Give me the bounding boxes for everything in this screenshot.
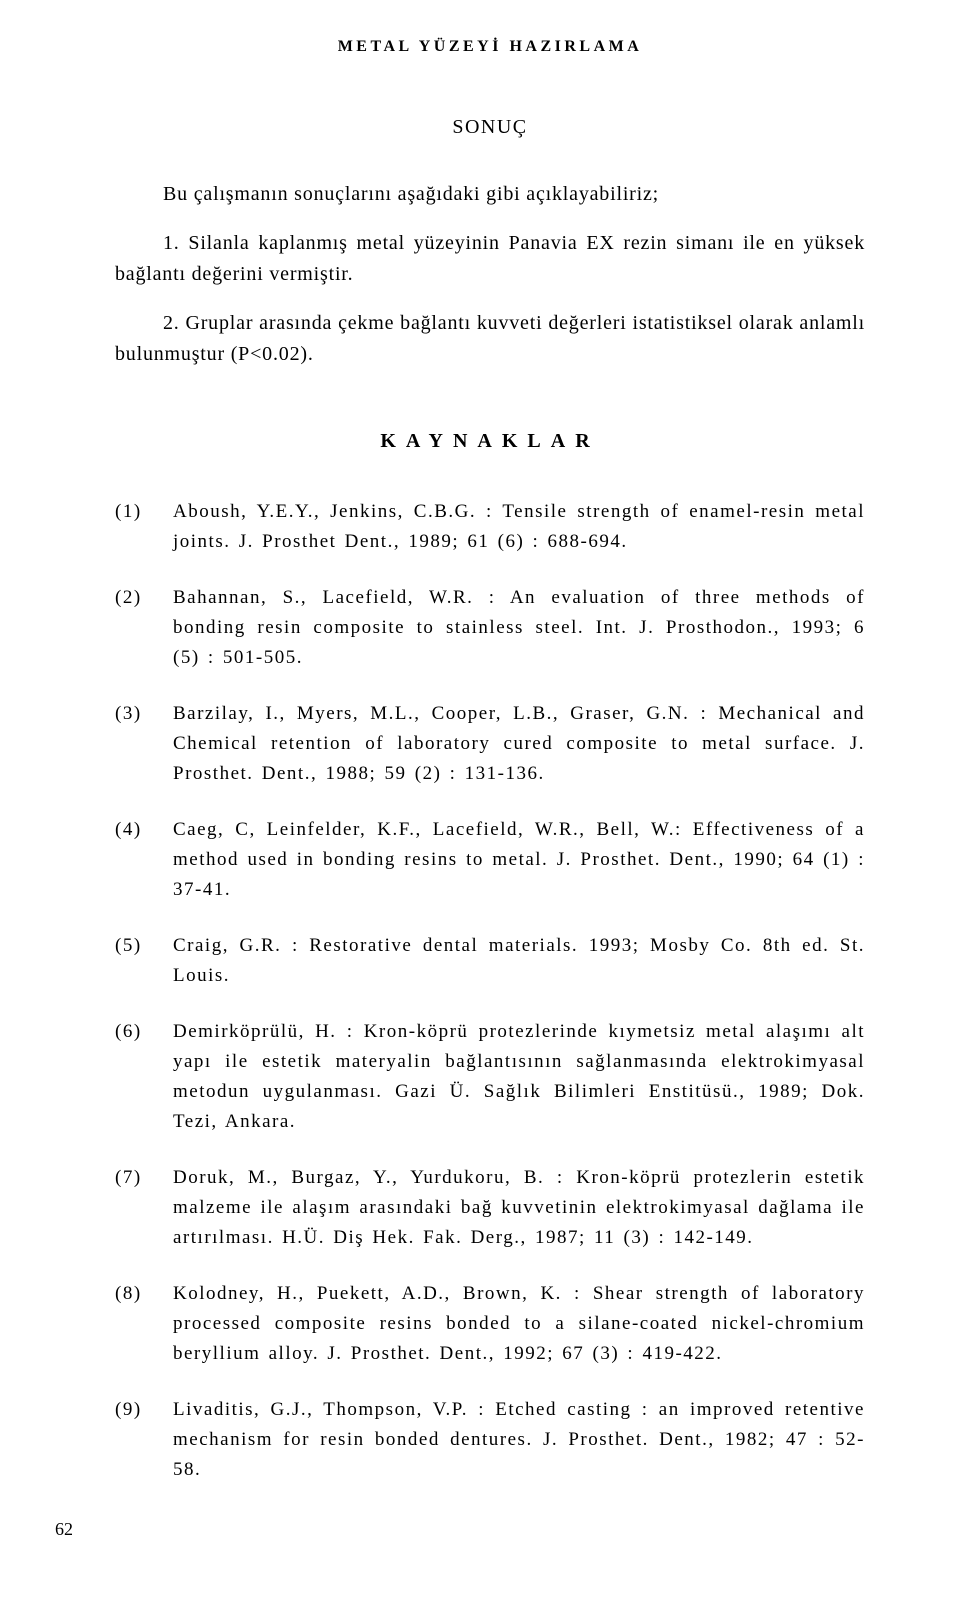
reference-item: (8) Kolodney, H., Puekett, A.D., Brown, … [115,1279,865,1369]
section-title-kaynaklar: KAYNAKLAR [115,430,865,453]
reference-number: (9) [115,1395,173,1485]
reference-text: Bahannan, S., Lacefield, W.R. : An evalu… [173,583,865,673]
reference-text: Caeg, C, Leinfelder, K.F., Lacefield, W.… [173,815,865,905]
reference-number: (8) [115,1279,173,1369]
reference-text: Kolodney, H., Puekett, A.D., Brown, K. :… [173,1279,865,1369]
reference-item: (5) Craig, G.R. : Restorative dental mat… [115,931,865,991]
reference-number: (1) [115,497,173,557]
reference-number: (2) [115,583,173,673]
reference-text: Livaditis, G.J., Thompson, V.P. : Etched… [173,1395,865,1485]
page-number: 62 [55,1519,865,1540]
reference-number: (7) [115,1163,173,1253]
paragraph-item-2: 2. Gruplar arasında çekme bağlantı kuvve… [115,308,865,370]
reference-text: Craig, G.R. : Restorative dental materia… [173,931,865,991]
reference-text: Demirköprülü, H. : Kron-köprü protezleri… [173,1017,865,1137]
reference-number: (5) [115,931,173,991]
reference-text: Barzilay, I., Myers, M.L., Cooper, L.B.,… [173,699,865,789]
page-container: METAL YÜZEYİ HAZIRLAMA SONUÇ Bu çalışman… [0,0,960,1600]
reference-item: (4) Caeg, C, Leinfelder, K.F., Lacefield… [115,815,865,905]
reference-item: (3) Barzilay, I., Myers, M.L., Cooper, L… [115,699,865,789]
reference-number: (4) [115,815,173,905]
reference-item: (6) Demirköprülü, H. : Kron-köprü protez… [115,1017,865,1137]
paragraph-intro: Bu çalışmanın sonuçlarını aşağıdaki gibi… [115,179,865,210]
reference-item: (1) Aboush, Y.E.Y., Jenkins, C.B.G. : Te… [115,497,865,557]
reference-number: (3) [115,699,173,789]
running-head: METAL YÜZEYİ HAZIRLAMA [115,38,865,56]
reference-number: (6) [115,1017,173,1137]
reference-item: (2) Bahannan, S., Lacefield, W.R. : An e… [115,583,865,673]
reference-text: Aboush, Y.E.Y., Jenkins, C.B.G. : Tensil… [173,497,865,557]
reference-item: (9) Livaditis, G.J., Thompson, V.P. : Et… [115,1395,865,1485]
section-title-sonuc: SONUÇ [115,116,865,139]
reference-item: (7) Doruk, M., Burgaz, Y., Yurdukoru, B.… [115,1163,865,1253]
reference-text: Doruk, M., Burgaz, Y., Yurdukoru, B. : K… [173,1163,865,1253]
paragraph-item-1: 1. Silanla kaplanmış metal yüzeyinin Pan… [115,228,865,290]
